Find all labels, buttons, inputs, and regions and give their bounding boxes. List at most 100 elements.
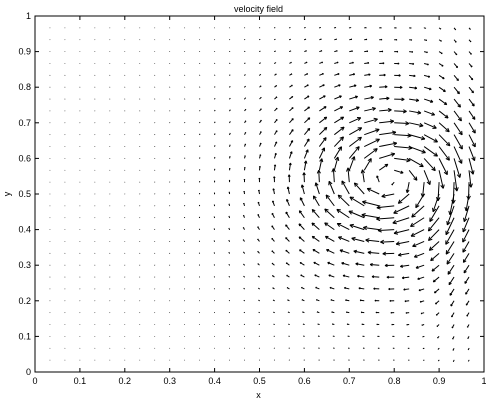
velocity-arrow (273, 300, 275, 301)
velocity-arrow (214, 216, 215, 218)
velocity-arrow (274, 360, 275, 361)
velocity-arrow (169, 51, 170, 52)
velocity-arrow (422, 336, 424, 337)
velocity-arrow (229, 110, 230, 112)
arrow-dot (124, 75, 125, 76)
arrow-dot (184, 289, 185, 290)
arrow-dot (94, 265, 95, 266)
velocity-arrow (332, 324, 334, 325)
velocity-arrow (79, 300, 80, 301)
velocity-arrow (258, 202, 259, 206)
arrow-dot (65, 87, 66, 88)
velocity-arrow (374, 288, 380, 290)
arrow-dot (79, 312, 80, 313)
arrow-dot (424, 348, 425, 349)
velocity-arrow (199, 51, 200, 52)
velocity-arrow (169, 63, 170, 64)
velocity-arrow (139, 312, 140, 313)
velocity-arrow (259, 143, 261, 146)
velocity-arrow (422, 325, 424, 326)
velocity-arrow (394, 63, 399, 64)
arrow-dot (65, 289, 66, 290)
velocity-arrow (94, 122, 95, 123)
velocity-arrow (423, 360, 424, 361)
velocity-arrow (184, 170, 185, 171)
velocity-arrow (229, 180, 230, 182)
velocity-arrow (243, 215, 244, 217)
velocity-arrow (109, 99, 110, 100)
velocity-arrow (419, 289, 424, 291)
velocity-arrow (94, 194, 95, 195)
arrow-dot (289, 324, 290, 325)
arrow-dot (94, 122, 95, 123)
velocity-arrow (364, 74, 370, 76)
velocity-arrow (214, 289, 215, 290)
velocity-arrow (259, 348, 260, 349)
arrow-dot (50, 146, 51, 147)
velocity-arrow (109, 122, 110, 123)
arrow-dot (139, 324, 140, 325)
velocity-arrow (109, 134, 110, 135)
velocity-arrow (362, 214, 379, 218)
arrow-head (370, 85, 372, 86)
velocity-arrow (154, 51, 155, 52)
velocity-arrow (344, 287, 349, 289)
velocity-arrow (169, 39, 170, 40)
velocity-arrow (439, 135, 450, 146)
velocity-arrow (424, 87, 431, 90)
velocity-arrow (109, 336, 110, 337)
velocity-arrow (169, 217, 170, 218)
arrow-head (433, 281, 435, 282)
arrow-dot (94, 27, 95, 28)
velocity-arrow (169, 194, 170, 195)
arrow-shaft (325, 223, 335, 230)
arrow-dot (124, 348, 125, 349)
velocity-arrow (439, 40, 441, 42)
velocity-arrow (50, 99, 51, 100)
velocity-arrow (229, 51, 230, 52)
velocity-arrow (389, 288, 395, 290)
velocity-arrow (469, 28, 470, 30)
velocity-arrow (364, 107, 375, 110)
velocity-arrow (154, 182, 155, 183)
velocity-arrow (452, 182, 456, 203)
velocity-arrow (259, 63, 261, 64)
arrow-dot (65, 312, 66, 313)
arrow-dot (289, 39, 290, 40)
velocity-arrow (334, 74, 339, 76)
arrow-shaft (439, 111, 448, 118)
velocity-arrow (300, 262, 304, 265)
arrow-shaft (429, 241, 439, 250)
velocity-arrow (409, 147, 425, 154)
arrow-head (292, 119, 294, 120)
arrow-dot (199, 241, 200, 242)
velocity-arrow (169, 253, 170, 254)
arrow-dot (304, 360, 305, 361)
arrow-head (301, 287, 302, 288)
velocity-arrow (109, 75, 110, 76)
arrow-dot (65, 265, 66, 266)
velocity-arrow (184, 181, 185, 182)
velocity-arrow (469, 52, 471, 55)
velocity-arrow (424, 135, 437, 142)
arrow-head (301, 275, 302, 276)
velocity-arrow (124, 134, 125, 135)
velocity-arrow (272, 226, 275, 230)
arrow-dot (169, 39, 170, 40)
velocity-arrow (124, 99, 125, 100)
arrow-dot (229, 324, 230, 325)
arrow-dot (139, 348, 140, 349)
velocity-arrow (243, 240, 244, 242)
velocity-arrow (65, 300, 66, 301)
arrow-dot (214, 300, 215, 301)
arrow-dot (139, 170, 140, 171)
arrow-shaft (454, 135, 462, 149)
x-tick-label: 0.4 (208, 376, 221, 386)
velocity-arrow (301, 287, 304, 289)
arrow-dot (154, 229, 155, 230)
velocity-arrow (304, 118, 309, 123)
velocity-arrow (379, 63, 384, 64)
velocity-arrow (394, 206, 409, 213)
arrow-dot (184, 63, 185, 64)
arrow-shaft (424, 147, 437, 157)
